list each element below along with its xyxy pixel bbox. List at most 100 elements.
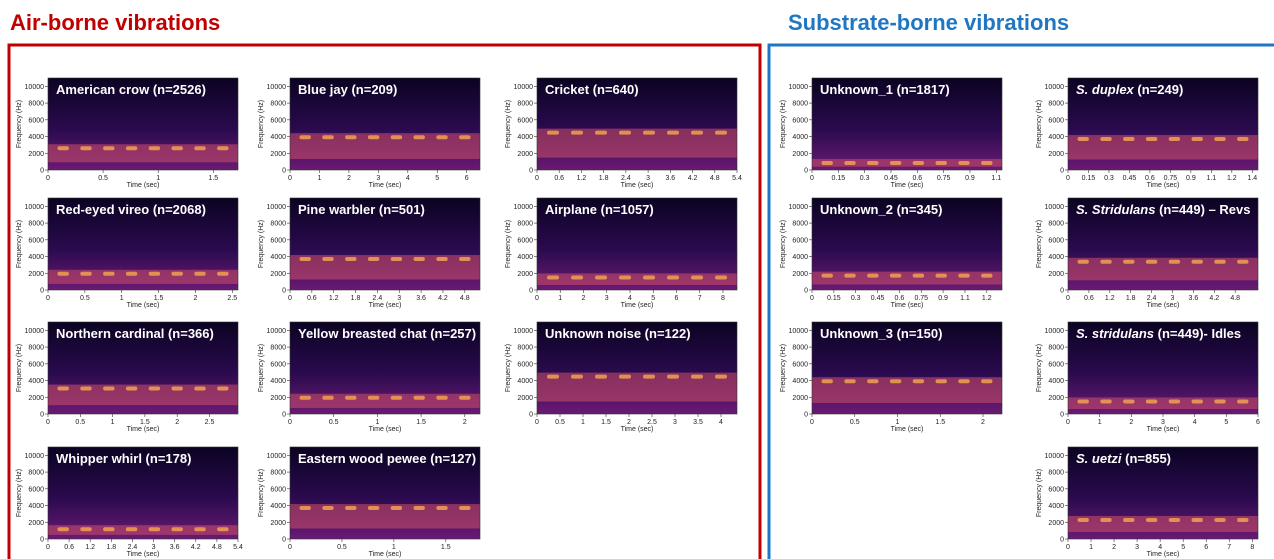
x-tick-label: 0	[535, 175, 539, 182]
x-tick-label: 1	[896, 419, 900, 426]
energy-band	[537, 129, 737, 158]
energy-blob	[459, 396, 470, 400]
energy-blob	[595, 375, 607, 379]
x-tick-label: 1.1	[960, 295, 970, 302]
energy-blob	[595, 131, 607, 135]
energy-blob	[890, 379, 901, 383]
energy-blob	[691, 131, 703, 135]
energy-blob	[103, 146, 114, 150]
x-tick-label: 0	[46, 419, 50, 426]
energy-blob	[1169, 399, 1180, 403]
y-axis-label: Frequency (Hz)	[505, 220, 512, 268]
energy-blob	[80, 272, 91, 276]
y-tick-label: 0	[282, 537, 286, 544]
x-axis-label: Time (sec)	[891, 302, 924, 309]
x-tick-label: 1	[111, 419, 115, 426]
x-tick-label: 7	[1227, 544, 1231, 551]
panel-title-text: Pine warbler (n=501)	[298, 202, 425, 217]
energy-blob	[619, 375, 631, 379]
energy-blob	[1146, 260, 1157, 264]
energy-blob	[459, 506, 470, 510]
energy-blob	[300, 257, 311, 261]
x-tick-label: 4	[628, 295, 632, 302]
panel-title: Cricket (n=640)	[545, 82, 639, 97]
energy-blob	[1214, 399, 1225, 403]
y-tick-label: 6000	[1048, 237, 1064, 244]
panel-title-text: Unknown noise (n=122)	[545, 326, 691, 341]
energy-blob	[103, 387, 114, 391]
y-axis-label: Frequency (Hz)	[505, 344, 512, 392]
x-tick-label: 2.4	[1147, 295, 1157, 302]
y-tick-label: 4000	[28, 503, 44, 510]
energy-blob	[345, 396, 356, 400]
y-tick-label: 8000	[28, 101, 44, 108]
energy-blob	[958, 274, 969, 278]
y-tick-label: 10000	[514, 84, 534, 91]
x-tick-label: 0.6	[1145, 175, 1155, 182]
y-tick-label: 10000	[1045, 453, 1065, 460]
y-tick-label: 6000	[1048, 361, 1064, 368]
x-axis-label: Time (sec)	[891, 182, 924, 189]
energy-band	[290, 394, 480, 408]
energy-blob	[643, 131, 655, 135]
x-tick-label: 2.4	[621, 175, 631, 182]
energy-band	[1068, 258, 1258, 281]
y-tick-label: 8000	[28, 470, 44, 477]
y-tick-label: 6000	[270, 486, 286, 493]
panel-title-text: Unknown_2 (n=345)	[820, 202, 942, 217]
energy-blob	[391, 506, 402, 510]
y-tick-label: 8000	[1048, 470, 1064, 477]
x-tick-label: 2	[981, 419, 985, 426]
x-tick-label: 1	[156, 175, 160, 182]
energy-blob	[1237, 399, 1248, 403]
y-tick-label: 2000	[28, 395, 44, 402]
energy-blob	[1237, 137, 1248, 141]
x-tick-label: 0.6	[554, 175, 564, 182]
x-axis-label: Time (sec)	[369, 302, 402, 309]
y-tick-label: 0	[529, 288, 533, 295]
x-tick-label: 0	[1066, 295, 1070, 302]
x-tick-label: 3	[646, 175, 650, 182]
energy-blob	[345, 506, 356, 510]
x-tick-label: 4.8	[460, 295, 470, 302]
panel-title-text: American crow (n=2526)	[56, 82, 206, 97]
panel-title: Airplane (n=1057)	[545, 202, 654, 217]
panel-title: Eastern wood pewee (n=127)	[298, 451, 476, 466]
x-tick-label: 0.5	[98, 175, 108, 182]
x-tick-label: 6	[1204, 544, 1208, 551]
x-tick-label: 0.15	[827, 295, 841, 302]
y-axis-label: Frequency (Hz)	[16, 100, 23, 148]
energy-blob	[322, 506, 333, 510]
x-tick-label: 3	[152, 544, 156, 551]
x-tick-label: 3	[1135, 544, 1139, 551]
y-axis-label: Frequency (Hz)	[16, 220, 23, 268]
energy-blob	[643, 275, 655, 279]
x-tick-label: 1.5	[140, 419, 150, 426]
energy-band	[290, 504, 480, 528]
y-tick-label: 10000	[789, 328, 809, 335]
x-tick-label: 3.6	[665, 175, 675, 182]
y-tick-label: 2000	[792, 271, 808, 278]
energy-blob	[981, 379, 992, 383]
x-tick-label: 2.5	[205, 419, 215, 426]
x-axis-label: Time (sec)	[621, 426, 654, 433]
energy-blob	[436, 257, 447, 261]
x-axis-label: Time (sec)	[127, 302, 160, 309]
energy-blob	[149, 387, 160, 391]
x-tick-label: 3.6	[416, 295, 426, 302]
y-axis-label: Frequency (Hz)	[1036, 220, 1043, 268]
energy-blob	[981, 274, 992, 278]
energy-band	[1068, 516, 1258, 532]
energy-blob	[571, 375, 583, 379]
y-tick-label: 2000	[517, 271, 533, 278]
x-tick-label: 2.5	[227, 295, 237, 302]
x-tick-label: 3	[376, 175, 380, 182]
x-tick-label: 2	[627, 419, 631, 426]
y-tick-label: 0	[804, 288, 808, 295]
x-tick-label: 0.75	[1164, 175, 1178, 182]
y-tick-label: 8000	[1048, 345, 1064, 352]
x-tick-label: 0.75	[937, 175, 951, 182]
y-tick-label: 0	[529, 168, 533, 175]
energy-blob	[715, 275, 727, 279]
y-tick-label: 10000	[267, 328, 287, 335]
